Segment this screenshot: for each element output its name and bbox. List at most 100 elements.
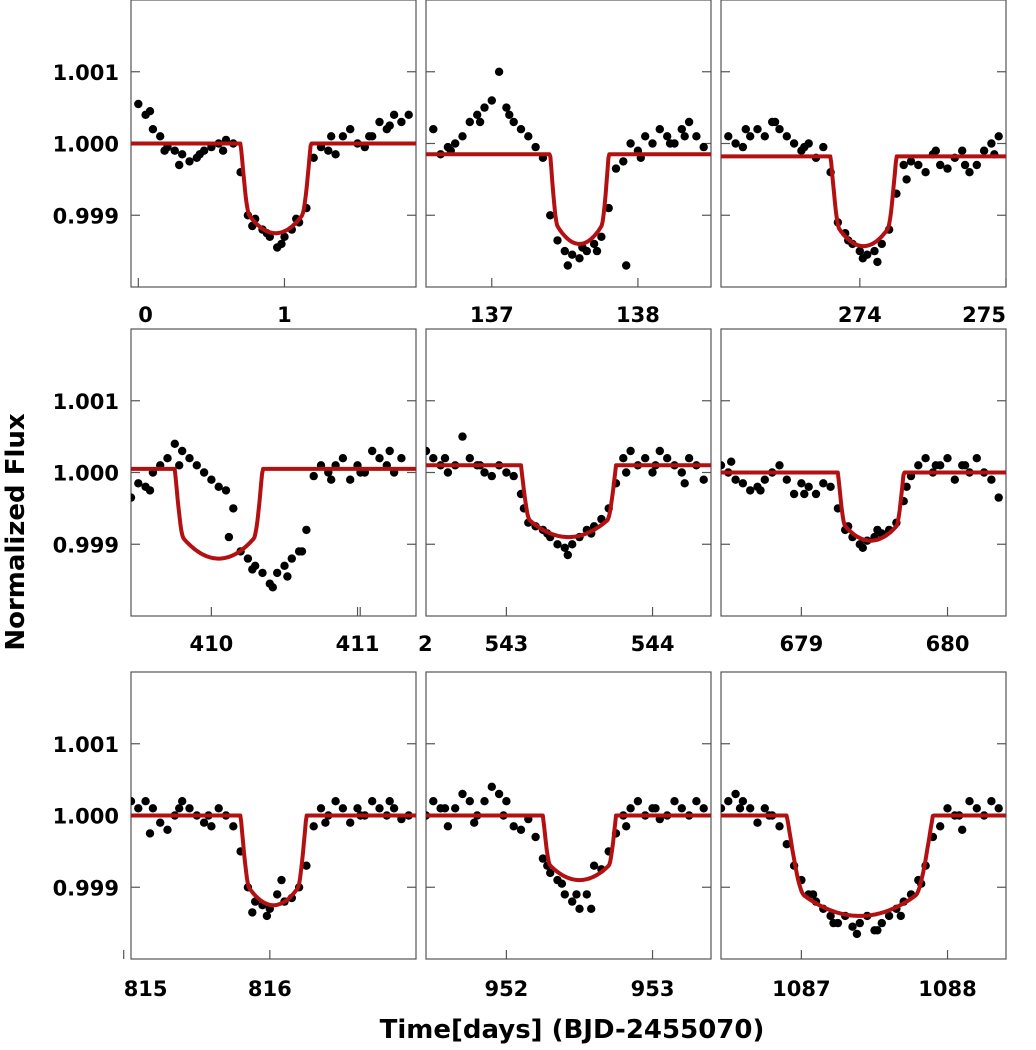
data-point (670, 797, 679, 806)
x-tick-label: 1087 (772, 977, 830, 1001)
data-point (568, 897, 577, 906)
data-point (931, 146, 940, 155)
data-point (505, 110, 514, 120)
x-axis-title: Time[days] (BJD-2455070) (380, 1015, 765, 1045)
plot-area (131, 439, 416, 592)
data-point (185, 454, 194, 463)
panel-9: 1087 1088 (720, 671, 1007, 1001)
data-point (633, 797, 643, 806)
data-point (852, 929, 862, 939)
x-tick-label: 679 (779, 632, 823, 656)
data-point (960, 461, 970, 470)
panel-3: 274 275 (720, 0, 1007, 327)
data-point (170, 146, 179, 155)
data-point (331, 150, 340, 159)
data-point (531, 142, 540, 152)
data-point (724, 797, 733, 806)
x-tick-label: 1088 (918, 977, 976, 1001)
data-point (738, 797, 748, 806)
data-point (397, 454, 406, 463)
data-point (280, 232, 289, 241)
data-point (692, 132, 701, 141)
data-point (972, 804, 981, 813)
data-point (873, 257, 882, 267)
data-point (221, 486, 231, 495)
data-point (538, 854, 548, 863)
data-point (199, 468, 209, 477)
data-point (324, 146, 333, 155)
data-point (273, 890, 282, 899)
y-tick-label: 1.000 (53, 805, 119, 829)
data-point (960, 160, 970, 170)
data-point (800, 142, 809, 152)
data-point (808, 890, 818, 899)
data-point (760, 132, 769, 141)
data-point (873, 926, 882, 935)
data-point (214, 804, 223, 813)
panel-8: 952 953 (425, 671, 712, 1001)
panel-5: 2 543 544 (359, 328, 712, 656)
data-point (699, 804, 708, 813)
data-point (582, 890, 591, 899)
data-point (148, 804, 158, 813)
data-point (487, 96, 496, 105)
data-point (782, 132, 791, 141)
data-point (465, 454, 474, 463)
data-point (568, 540, 577, 549)
data-point (775, 125, 784, 134)
data-point (665, 139, 675, 148)
panel-4: 0.999 1.000 1.001 410 411 (53, 328, 417, 656)
data-point (877, 239, 886, 249)
data-point (858, 543, 867, 552)
data-point (804, 482, 813, 491)
data-point (782, 840, 791, 849)
data-point (560, 543, 569, 552)
data-point (950, 475, 959, 484)
data-point (651, 804, 660, 813)
data-point (192, 461, 201, 470)
data-point (141, 797, 150, 806)
data-point (368, 446, 377, 456)
data-point (568, 250, 577, 259)
data-point (156, 132, 165, 141)
x-tick-label: 815 (124, 977, 168, 1001)
data-point (735, 804, 745, 813)
plot-area (426, 782, 711, 913)
data-point (297, 547, 307, 556)
data-point (604, 203, 613, 213)
data-point (199, 818, 209, 827)
data-point (145, 107, 155, 116)
data-point (873, 525, 882, 535)
data-point (353, 804, 362, 813)
data-point (302, 861, 311, 870)
data-point (692, 797, 701, 806)
data-point (502, 797, 511, 806)
data-point (899, 160, 908, 170)
transit-model-curve (721, 813, 1006, 918)
data-point (906, 157, 916, 166)
data-point (338, 454, 348, 463)
data-point (760, 475, 769, 484)
data-point (473, 110, 482, 120)
data-point (258, 568, 267, 578)
data-point (746, 132, 755, 141)
data-point (756, 486, 765, 495)
data-point (375, 804, 384, 813)
data-point (641, 132, 650, 141)
data-point (855, 918, 864, 928)
data-point (589, 239, 599, 249)
y-axis-title: Normalized Flux (1, 413, 31, 651)
transit-model-curve (131, 466, 416, 561)
data-point (516, 125, 526, 134)
data-point (775, 461, 784, 470)
data-point (931, 461, 940, 470)
data-point (321, 818, 330, 827)
data-point (560, 890, 569, 899)
data-point (494, 67, 504, 77)
data-point (175, 160, 184, 170)
x-tick-label: 274 (838, 303, 882, 327)
data-point (587, 904, 596, 913)
data-point (389, 110, 399, 120)
data-point (385, 797, 394, 806)
